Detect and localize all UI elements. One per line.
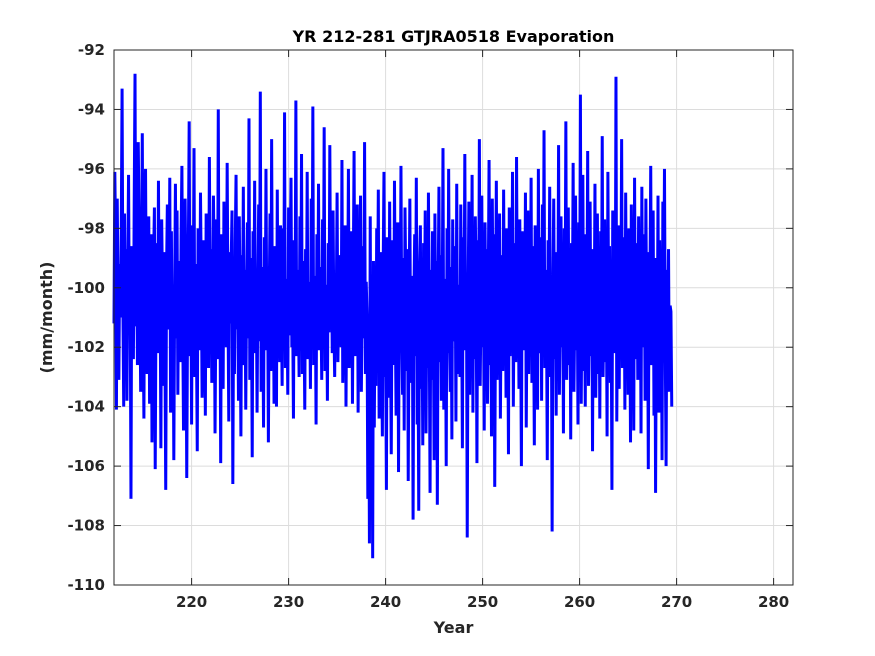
ticks: 220 230 240 250 260 270 280 -110 -108 -106 -104 -10… <box>67 41 793 611</box>
y-tick-label: -106 <box>67 457 105 475</box>
y-tick-label: -96 <box>78 160 105 178</box>
y-tick-label: -92 <box>78 41 105 59</box>
series-line-0 <box>112 73 674 559</box>
x-tick-label: 260 <box>564 593 595 611</box>
y-tick-label: -104 <box>67 398 105 416</box>
x-tick-label: 230 <box>273 593 304 611</box>
axes-box <box>113 49 794 586</box>
x-tick-label: 270 <box>661 593 692 611</box>
series-layer <box>112 73 674 559</box>
y-axis-label: (mm/month) <box>37 262 56 374</box>
x-tick-label: 240 <box>370 593 401 611</box>
x-axis-label: Year <box>433 618 474 637</box>
y-tick-label: -98 <box>78 219 105 237</box>
chart-title: YR 212-281 GTJRA0518 Evaporation <box>292 27 615 46</box>
y-tick-label: -100 <box>67 279 105 297</box>
x-tick-label: 250 <box>467 593 498 611</box>
x-tick-label: 220 <box>176 593 207 611</box>
y-tick-label: -108 <box>67 517 105 535</box>
x-tick-label: 280 <box>758 593 789 611</box>
y-tick-label: -110 <box>67 576 105 594</box>
y-tick-label: -102 <box>67 338 105 356</box>
y-tick-label: -94 <box>78 100 105 118</box>
